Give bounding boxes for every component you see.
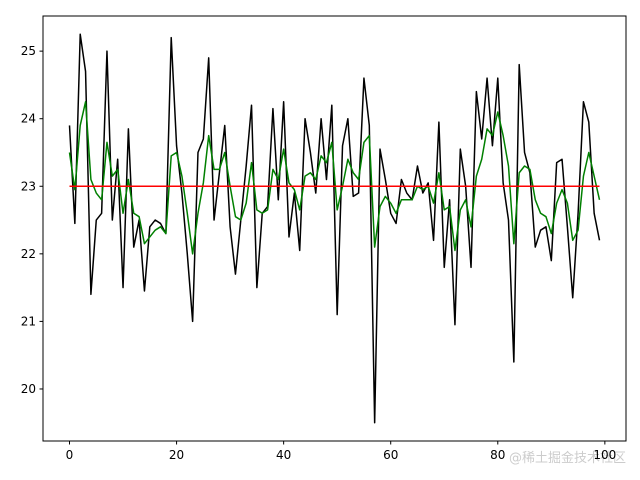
y-tick-label: 22	[21, 247, 36, 261]
data-line	[68, 101, 601, 255]
y-tick-label: 23	[21, 179, 36, 193]
axes-frame	[42, 15, 627, 442]
plot-area	[68, 33, 601, 424]
y-tick-label: 24	[21, 112, 36, 126]
x-tick-label: 100	[593, 448, 616, 462]
watermark: @稀土掘金技术社区	[509, 450, 626, 466]
x-tick-label: 20	[169, 448, 184, 462]
x-tick-label: 60	[383, 448, 398, 462]
y-tick-label: 25	[21, 44, 36, 58]
data-line	[68, 33, 601, 424]
x-tick-label: 0	[66, 448, 74, 462]
y-tick-label: 20	[21, 382, 36, 396]
y-tick-label: 21	[21, 314, 36, 328]
x-tick-label: 80	[490, 448, 505, 462]
x-tick-label: 40	[276, 448, 291, 462]
